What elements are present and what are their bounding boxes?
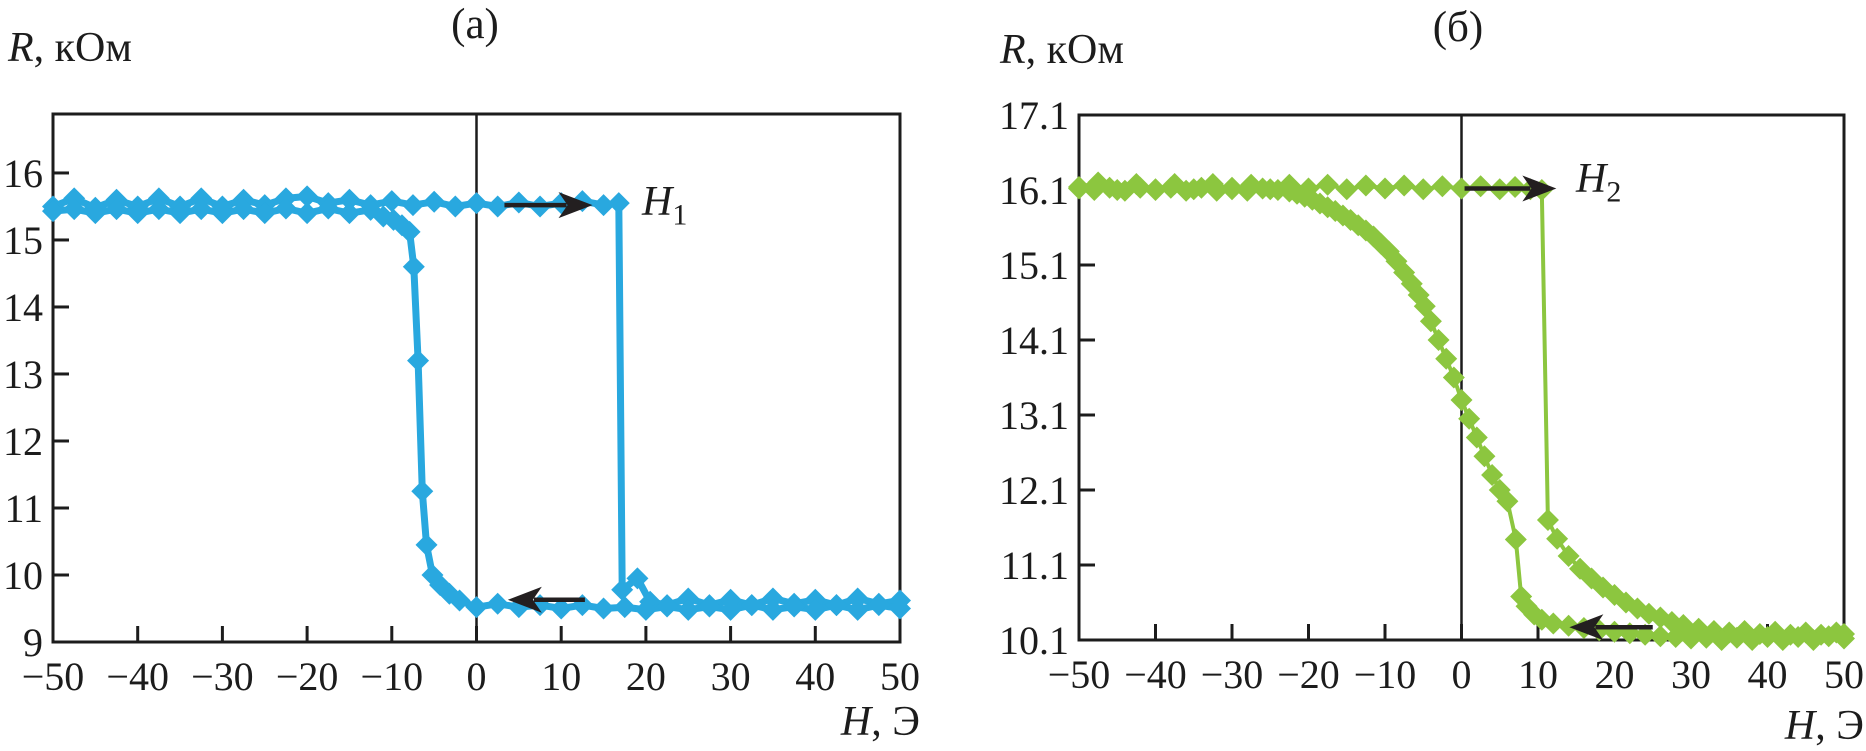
y-tick-label: 17.1 — [999, 93, 1069, 138]
x-tick-label: −40 — [1124, 652, 1187, 697]
y-tick-label: 10 — [3, 553, 43, 598]
y-tick-label: 12.1 — [999, 468, 1069, 513]
x-tick-label: −10 — [1354, 652, 1417, 697]
panel-b-title: (б) — [1432, 4, 1484, 51]
y-unit: , кОм — [1025, 27, 1124, 73]
x-tick-label: −10 — [361, 654, 424, 699]
y-tick-label: 14 — [3, 285, 43, 330]
x-unit: , Э — [871, 699, 920, 745]
x-tick-label: 10 — [541, 654, 581, 699]
chart-panel-b: −50 −40 −30 −20 −10 0 10 20 30 40 50 10.1 11.1 12.1 13… — [999, 93, 1864, 697]
chart-panel-a: −50 −40 −30 −20 −10 0 10 20 30 40 50 9 10 11 12 13 14 15 1… — [3, 112, 920, 699]
sweep-left-arrow-head — [1569, 614, 1604, 641]
x-tick-label: 20 — [1595, 652, 1635, 697]
x-symbol: H — [1784, 703, 1816, 749]
x-tick-label: 30 — [711, 654, 751, 699]
y-tick-label: 10.1 — [999, 618, 1069, 663]
x-tick-label: −20 — [1277, 652, 1340, 697]
x-tick-label: −50 — [1048, 652, 1111, 697]
y-tick-label: 15 — [3, 218, 43, 263]
y-tick-label: 9 — [23, 620, 43, 665]
x-tick-label: −50 — [22, 654, 85, 699]
y-tick-label: 13.1 — [999, 393, 1069, 438]
x-tick-label: −40 — [106, 654, 169, 699]
y-unit: , кОм — [33, 25, 132, 71]
sweep-left-arrow-head — [507, 586, 542, 613]
x-tick-label: 10 — [1518, 652, 1558, 697]
y-tick-label: 11 — [4, 486, 43, 531]
y-tick-label: 12 — [3, 419, 43, 464]
x-tick-label: 20 — [626, 654, 666, 699]
x-tick-label: 50 — [880, 654, 920, 699]
x-tick-label: −30 — [191, 654, 254, 699]
panel-b-ylabel: R, кОм — [1000, 26, 1124, 74]
y-symbol: R — [1000, 27, 1026, 73]
y-tick-label: 14.1 — [999, 318, 1069, 363]
panel-a-ylabel: R, кОм — [8, 24, 132, 72]
x-tick-label: 40 — [1748, 652, 1788, 697]
field-h2-label: H2 — [1576, 156, 1622, 209]
x-tick-label: 30 — [1671, 652, 1711, 697]
x-tick-label: 0 — [1452, 652, 1472, 697]
panel-a-title: (a) — [451, 1, 499, 48]
panel-b-xlabel: H, Э — [1660, 702, 1864, 750]
x-unit: , Э — [1815, 703, 1864, 749]
x-tick-label: −20 — [276, 654, 339, 699]
x-tick-label: 0 — [467, 654, 487, 699]
sweep-right-arrow-head — [1522, 175, 1557, 202]
y-tick-label: 16 — [3, 151, 43, 196]
x-tick-label: −30 — [1201, 652, 1264, 697]
y-tick-label: 13 — [3, 352, 43, 397]
y-tick-label: 15.1 — [999, 243, 1069, 288]
x-tick-label: 50 — [1824, 652, 1864, 697]
y-tick-label: 16.1 — [999, 168, 1069, 213]
panel-a-xlabel: H, Э — [720, 698, 920, 746]
y-tick-label: 11.1 — [1000, 543, 1069, 588]
x-tick-label: 40 — [795, 654, 835, 699]
sweep-right-arrow-head — [558, 192, 593, 219]
field-h1-label: H1 — [642, 179, 688, 232]
y-symbol: R — [8, 25, 34, 71]
x-symbol: H — [840, 699, 872, 745]
